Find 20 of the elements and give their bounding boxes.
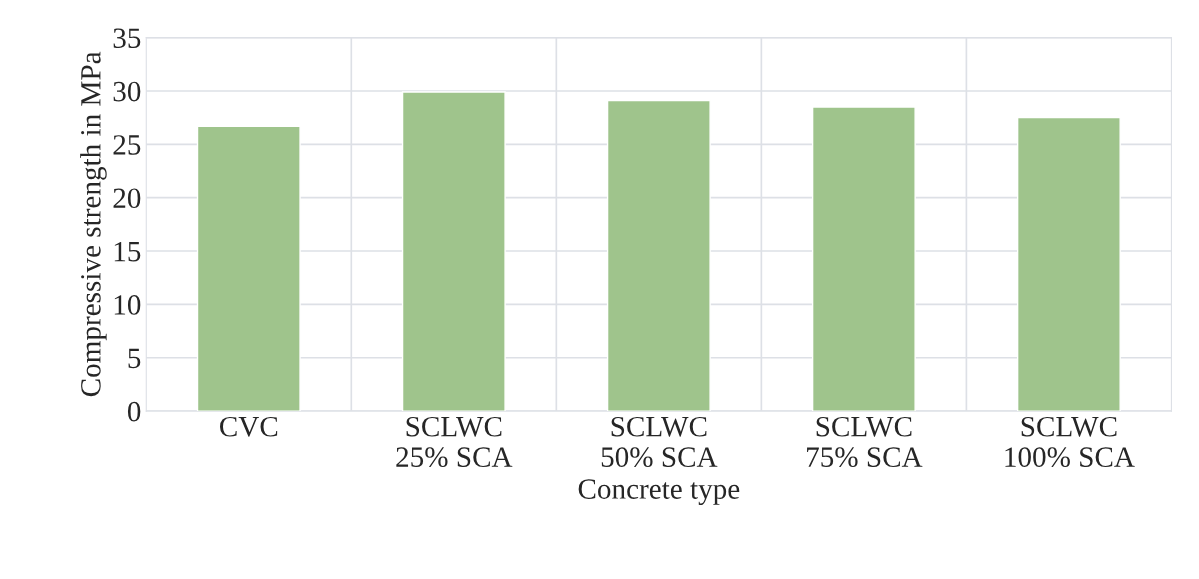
x-tick-label: SCLWC 100% SCA [1005,416,1135,468]
y-tick-label: 30 [113,81,141,102]
bar [196,125,301,412]
y-tick-label: 15 [114,241,141,262]
y-tick-label: 0 [127,401,141,422]
x-tick-label: CVC [220,416,278,437]
x-axis-title: Concrete type [578,479,740,505]
x-tick-label: SCLWC 50% SCA [601,416,718,468]
x-tick-label: SCLWC 75% SCA [807,416,923,468]
bar [606,99,711,412]
y-tick-label: 5 [128,348,141,369]
y-tick-label: 20 [113,188,141,209]
x-tick-label: SCLWC 25% SCA [396,416,513,468]
bar [811,106,916,412]
y-tick-label: 35 [113,28,141,49]
y-tick-label: 25 [113,135,141,155]
bar [401,91,506,412]
y-axis-title: Compressive strength in MPa [80,51,107,397]
bar [1016,116,1121,412]
y-tick-label: 10 [114,295,141,315]
